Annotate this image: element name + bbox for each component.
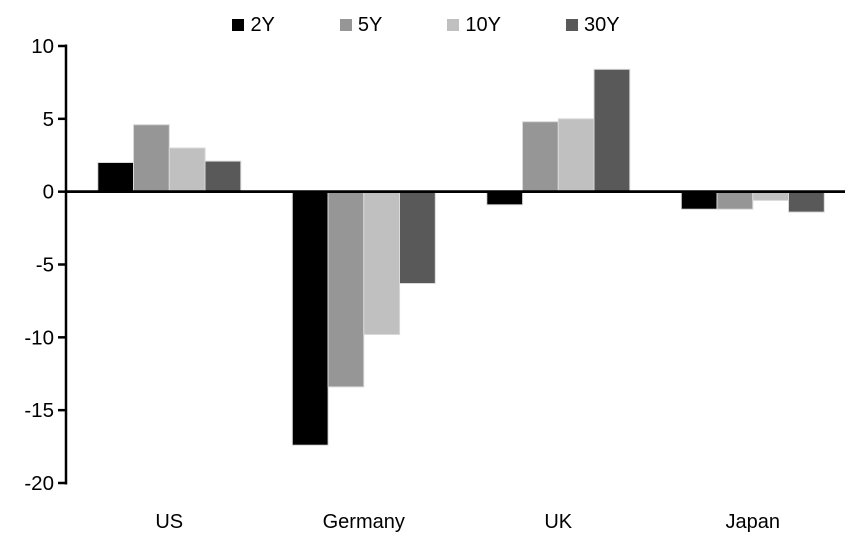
legend-label-2Y: 2Y — [250, 14, 275, 36]
bar-Japan-5Y — [716, 191, 754, 210]
bar-UK-10Y — [557, 118, 595, 193]
chart-legend: 2Y 5Y 10Y 30Y — [0, 11, 852, 39]
bar-Germany-30Y — [399, 191, 436, 284]
bar-Germany-5Y — [327, 191, 365, 388]
legend-swatch-30Y — [565, 19, 578, 31]
bar-US-30Y — [204, 160, 242, 193]
legend-item-30Y: 30Y — [565, 14, 620, 36]
category-label-Japan: Japan — [726, 511, 781, 533]
y-tick-label-10: 10 — [31, 35, 54, 58]
category-label-Germany: Germany — [323, 511, 405, 533]
y-tick-label--10: -10 — [24, 326, 54, 349]
bar-UK-5Y — [522, 121, 559, 193]
legend-swatch-10Y — [447, 19, 460, 31]
y-tick-label-0: 0 — [43, 181, 54, 204]
y-tick-label--20: -20 — [24, 472, 54, 495]
bar-UK-2Y — [486, 191, 524, 206]
y-tick-label-5: 5 — [43, 108, 54, 131]
bar-Germany-10Y — [363, 191, 401, 335]
bar-Germany-2Y — [291, 191, 329, 446]
legend-label-5Y: 5Y — [357, 14, 383, 36]
legend-item-5Y: 5Y — [339, 14, 383, 36]
category-label-US: US — [155, 511, 183, 533]
legend-item-10Y: 10Y — [447, 15, 501, 35]
bar-UK-30Y — [593, 68, 631, 193]
bar-US-10Y — [168, 147, 206, 193]
bar-Japan-30Y — [788, 191, 825, 213]
legend-label-30Y: 30Y — [583, 14, 620, 36]
bar-US-2Y — [97, 162, 135, 193]
legend-swatch-5Y — [339, 19, 352, 31]
legend-swatch-2Y — [232, 19, 245, 31]
legend-label-10Y: 10Y — [465, 14, 501, 36]
bar-US-5Y — [133, 124, 170, 193]
bar-Japan-2Y — [680, 191, 718, 210]
y-tick-label--5: -5 — [36, 254, 54, 277]
y-tick-label--15: -15 — [24, 399, 54, 422]
legend-item-2Y: 2Y — [232, 14, 275, 36]
category-label-UK: UK — [544, 511, 572, 533]
